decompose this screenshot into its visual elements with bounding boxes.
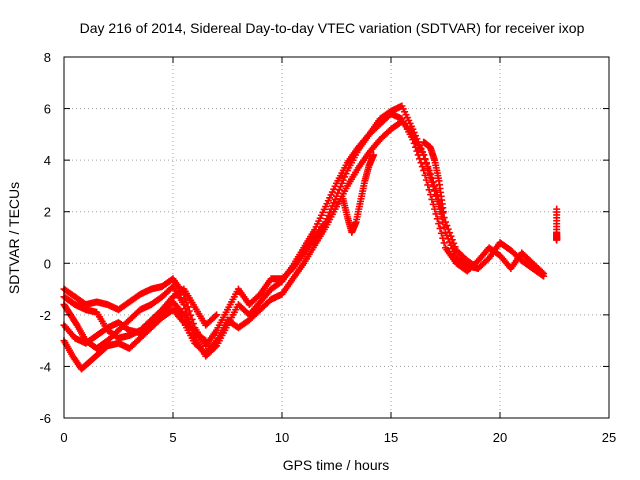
data-point bbox=[432, 186, 440, 194]
axis-ticks: 0 5 10 15 20 25 -6 -4 -2 0 2 4 6 8 bbox=[39, 50, 616, 445]
data-point bbox=[429, 200, 437, 208]
data-point bbox=[213, 311, 221, 319]
data-point bbox=[538, 271, 546, 279]
data-point bbox=[431, 182, 439, 190]
data-point bbox=[181, 305, 189, 313]
data-point bbox=[180, 301, 188, 309]
y-tick-label: 8 bbox=[44, 50, 51, 65]
data-point bbox=[413, 147, 421, 155]
y-tick-label: -6 bbox=[39, 411, 51, 426]
data-point bbox=[451, 243, 459, 251]
data-point bbox=[425, 186, 433, 194]
data-point bbox=[420, 151, 428, 159]
series-sat-f bbox=[339, 151, 378, 236]
series-sat-h bbox=[553, 205, 561, 244]
y-tick-label: 2 bbox=[44, 205, 51, 220]
data-point bbox=[440, 214, 448, 222]
data-points bbox=[60, 102, 561, 373]
x-tick-label: 10 bbox=[275, 430, 289, 445]
data-point bbox=[433, 215, 441, 223]
data-point bbox=[427, 191, 435, 199]
data-point bbox=[540, 272, 548, 280]
data-point bbox=[450, 239, 458, 247]
data-point bbox=[330, 199, 338, 207]
data-point bbox=[428, 195, 436, 203]
data-point bbox=[437, 229, 445, 237]
x-tick-label: 20 bbox=[493, 430, 507, 445]
data-point bbox=[446, 229, 454, 237]
data-point bbox=[443, 222, 451, 230]
data-point bbox=[429, 178, 437, 186]
y-tick-label: 6 bbox=[44, 102, 51, 117]
data-point bbox=[440, 239, 448, 247]
x-tick-label: 15 bbox=[384, 430, 398, 445]
data-point bbox=[200, 336, 208, 344]
data-point bbox=[428, 174, 436, 182]
data-point bbox=[424, 181, 432, 189]
data-point bbox=[447, 232, 455, 240]
data-point bbox=[448, 236, 456, 244]
series-sat-b bbox=[60, 110, 548, 360]
data-point bbox=[211, 312, 219, 320]
data-point bbox=[442, 218, 449, 226]
data-point bbox=[553, 236, 561, 244]
data-point bbox=[435, 220, 443, 228]
y-tick-label: -2 bbox=[39, 308, 51, 323]
x-tick-label: 5 bbox=[169, 430, 176, 445]
series-sat-e bbox=[60, 285, 221, 342]
data-point bbox=[439, 208, 447, 216]
data-point bbox=[427, 170, 435, 178]
data-point bbox=[444, 225, 452, 233]
y-axis-label: SDTVAR / TECUs bbox=[6, 182, 22, 294]
data-point bbox=[422, 159, 430, 167]
data-point bbox=[370, 151, 378, 159]
data-point bbox=[432, 210, 440, 218]
x-axis-label: GPS time / hours bbox=[283, 457, 390, 473]
data-point bbox=[436, 224, 444, 232]
grid bbox=[64, 57, 609, 418]
data-point bbox=[424, 163, 432, 171]
data-point bbox=[431, 205, 439, 213]
data-point bbox=[439, 234, 447, 242]
data-point bbox=[421, 155, 429, 163]
data-point bbox=[422, 176, 430, 184]
chart-title: Day 216 of 2014, Sidereal Day-to-day VTE… bbox=[80, 20, 585, 36]
x-tick-label: 25 bbox=[602, 430, 616, 445]
x-tick-label: 0 bbox=[60, 430, 67, 445]
y-tick-label: 4 bbox=[44, 153, 51, 168]
plot-frame bbox=[63, 56, 610, 419]
y-tick-label: 0 bbox=[44, 256, 51, 271]
data-point bbox=[202, 337, 210, 345]
data-point bbox=[341, 173, 349, 181]
data-point bbox=[425, 166, 433, 174]
y-tick-label: -4 bbox=[39, 359, 51, 374]
data-point bbox=[421, 171, 429, 179]
series-sat-g bbox=[420, 138, 447, 216]
